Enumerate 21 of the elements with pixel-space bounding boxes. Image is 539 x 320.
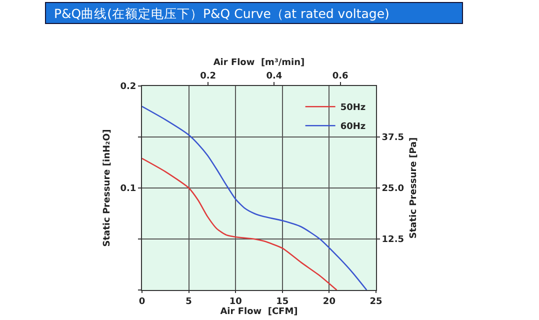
x-axis-title: Air Flow [CFM] (220, 306, 298, 317)
x-tick-label: 20 (322, 296, 336, 307)
x-tick-label: 0 (138, 296, 146, 307)
x2-axis-title: Air Flow [m³/min] (213, 58, 305, 68)
x-tick-label: 5 (186, 296, 192, 307)
x-tick-label: 25 (370, 296, 382, 307)
y2-tick-label: 37.5 (382, 133, 404, 144)
x2-tick-label: 0.4 (266, 71, 282, 82)
x2-tick-label: 0.2 (200, 71, 216, 82)
x-tick-label: 10 (229, 296, 242, 307)
y2-tick-label: 12.5 (382, 235, 404, 246)
y2-axis-title: Static Pressure [Pa] (408, 137, 419, 239)
y-tick-label: 0.1 (120, 184, 136, 194)
legend-label: 50Hz (340, 103, 366, 114)
line-series (142, 158, 338, 290)
y-axis-title: Static Pressure [inH₂O] (102, 129, 113, 247)
chart-title: P&Q曲线(在额定电压下）P&Q Curve（at rated voltage) (45, 2, 463, 24)
x2-tick-label: 0.6 (332, 71, 348, 82)
y2-tick-label: 25.0 (382, 184, 404, 194)
x-tick-label: 15 (276, 296, 289, 307)
legend-label: 60Hz (340, 122, 366, 132)
